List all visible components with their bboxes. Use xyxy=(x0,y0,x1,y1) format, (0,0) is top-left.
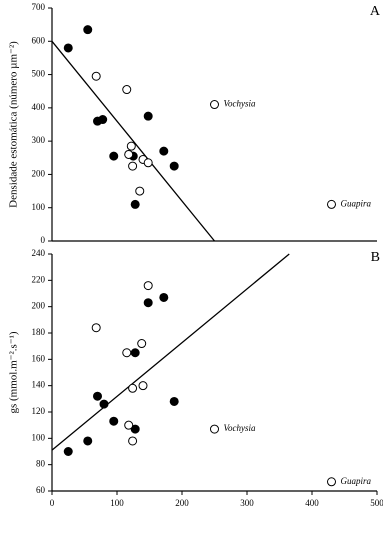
panel-label: A xyxy=(370,4,381,19)
point xyxy=(128,436,138,446)
point xyxy=(138,381,148,391)
point xyxy=(128,161,138,171)
point xyxy=(327,199,336,209)
point xyxy=(159,146,169,156)
point xyxy=(126,141,136,151)
point xyxy=(122,348,132,358)
point xyxy=(83,436,93,446)
point xyxy=(91,71,101,81)
y-tick-label: 60 xyxy=(36,485,46,495)
annotation: Vochysia xyxy=(224,423,256,433)
y-tick-label: 120 xyxy=(32,406,46,416)
point xyxy=(109,151,119,161)
y-tick-label: 0 xyxy=(41,235,46,245)
point xyxy=(135,186,145,196)
y-tick-label: 300 xyxy=(32,135,46,145)
point xyxy=(159,292,169,302)
point xyxy=(169,396,179,406)
y-axis-label: Densidade estomática (número µm⁻²) xyxy=(8,41,20,208)
point xyxy=(143,111,153,121)
annotation: Guapira xyxy=(341,476,372,486)
point xyxy=(124,149,134,159)
point xyxy=(128,383,138,393)
point xyxy=(98,115,108,125)
y-axis-label: gs (mmol.m⁻².s⁻¹) xyxy=(8,331,20,413)
annotation: Vochysia xyxy=(224,99,256,109)
y-tick-label: 100 xyxy=(32,202,46,212)
point xyxy=(109,416,119,426)
point xyxy=(124,420,134,430)
panel-label: B xyxy=(371,250,380,265)
x-tick-label: 400 xyxy=(305,498,319,508)
y-tick-label: 180 xyxy=(32,327,46,337)
point xyxy=(210,424,219,434)
x-tick-label: 500 xyxy=(370,498,383,508)
x-tick-label: 100 xyxy=(110,498,124,508)
y-tick-label: 100 xyxy=(32,432,46,442)
y-tick-label: 600 xyxy=(32,35,46,45)
point xyxy=(169,161,179,171)
point xyxy=(130,199,140,209)
point xyxy=(327,477,336,487)
y-tick-label: 220 xyxy=(32,274,46,284)
point xyxy=(99,399,109,409)
y-tick-label: 500 xyxy=(32,69,46,79)
point xyxy=(63,447,73,456)
y-tick-label: 700 xyxy=(32,2,46,12)
y-tick-label: 200 xyxy=(32,168,46,178)
fit-line xyxy=(51,40,216,242)
y-tick-label: 140 xyxy=(32,380,46,390)
y-tick-label: 200 xyxy=(32,301,46,311)
y-tick-label: 400 xyxy=(32,102,46,112)
point xyxy=(93,391,102,401)
point xyxy=(63,43,73,53)
x-tick-label: 300 xyxy=(240,498,254,508)
y-tick-label: 160 xyxy=(32,353,46,363)
point xyxy=(143,298,153,308)
y-tick-label: 240 xyxy=(32,248,46,258)
point xyxy=(143,281,153,291)
point xyxy=(137,339,147,349)
point xyxy=(91,323,101,333)
point xyxy=(122,85,132,95)
x-tick-label: 200 xyxy=(175,498,189,508)
annotation: Guapira xyxy=(341,198,372,208)
point xyxy=(143,158,153,168)
point xyxy=(130,348,140,358)
fit-line xyxy=(51,253,290,451)
point xyxy=(130,424,140,434)
point xyxy=(83,25,93,35)
point xyxy=(210,100,219,110)
x-tick-label: 0 xyxy=(50,498,55,508)
y-tick-label: 80 xyxy=(36,459,46,469)
